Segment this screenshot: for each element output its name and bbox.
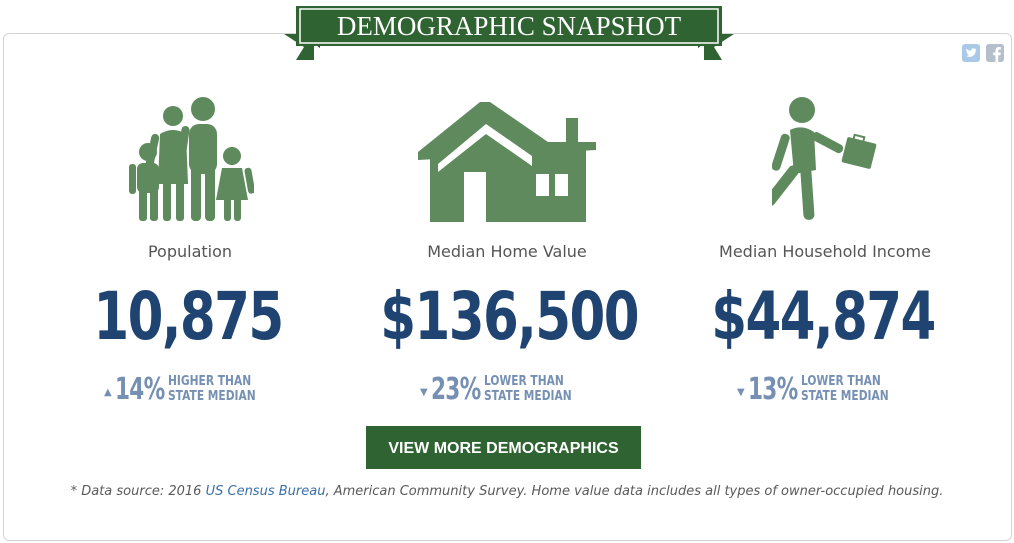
twitter-icon (966, 48, 977, 57)
population-label: Population (147, 242, 233, 261)
view-more-demographics-button[interactable]: VIEW MORE DEMOGRAPHICS (366, 426, 641, 469)
home-value-value: $136,500 (380, 278, 639, 355)
walking-worker-icon (764, 96, 878, 222)
comparison-text: LOWER THAN STATE MEDIAN (484, 374, 572, 404)
comparison-percent: 14% (115, 372, 165, 407)
footnote-prefix: * Data source: 2016 (70, 484, 206, 499)
comparison-text: LOWER THAN STATE MEDIAN (801, 374, 889, 404)
twitter-share-button[interactable] (962, 44, 980, 62)
facebook-share-button[interactable] (986, 44, 1004, 62)
arrow-up-icon: ▲ (104, 387, 112, 398)
house-icon (418, 102, 596, 222)
population-comparison: ▲ 14% HIGHER THAN STATE MEDIAN (104, 372, 264, 408)
arrow-down-icon: ▼ (737, 387, 745, 398)
population-value: 10,875 (93, 278, 284, 355)
arrow-down-icon: ▼ (420, 387, 428, 398)
household-income-label: Median Household Income (719, 242, 931, 261)
facebook-icon (993, 47, 1001, 62)
home-value-comparison: ▼ 23% LOWER THAN STATE MEDIAN (420, 372, 580, 408)
data-source-footnote: * Data source: 2016 US Census Bureau, Am… (0, 484, 1014, 499)
footnote-suffix: , American Community Survey. Home value … (325, 484, 944, 499)
comparison-percent: 13% (748, 372, 798, 407)
page-title: DEMOGRAPHIC SNAPSHOT (336, 11, 682, 41)
comparison-text: HIGHER THAN STATE MEDIAN (168, 374, 256, 404)
comparison-percent: 23% (431, 372, 481, 407)
family-icon (126, 96, 255, 222)
title-ribbon (284, 6, 734, 60)
household-income-comparison: ▼ 13% LOWER THAN STATE MEDIAN (737, 372, 897, 408)
us-census-bureau-link[interactable]: US Census Bureau (205, 484, 326, 499)
home-value-label: Median Home Value (427, 242, 587, 261)
household-income-value: $44,874 (711, 278, 936, 355)
